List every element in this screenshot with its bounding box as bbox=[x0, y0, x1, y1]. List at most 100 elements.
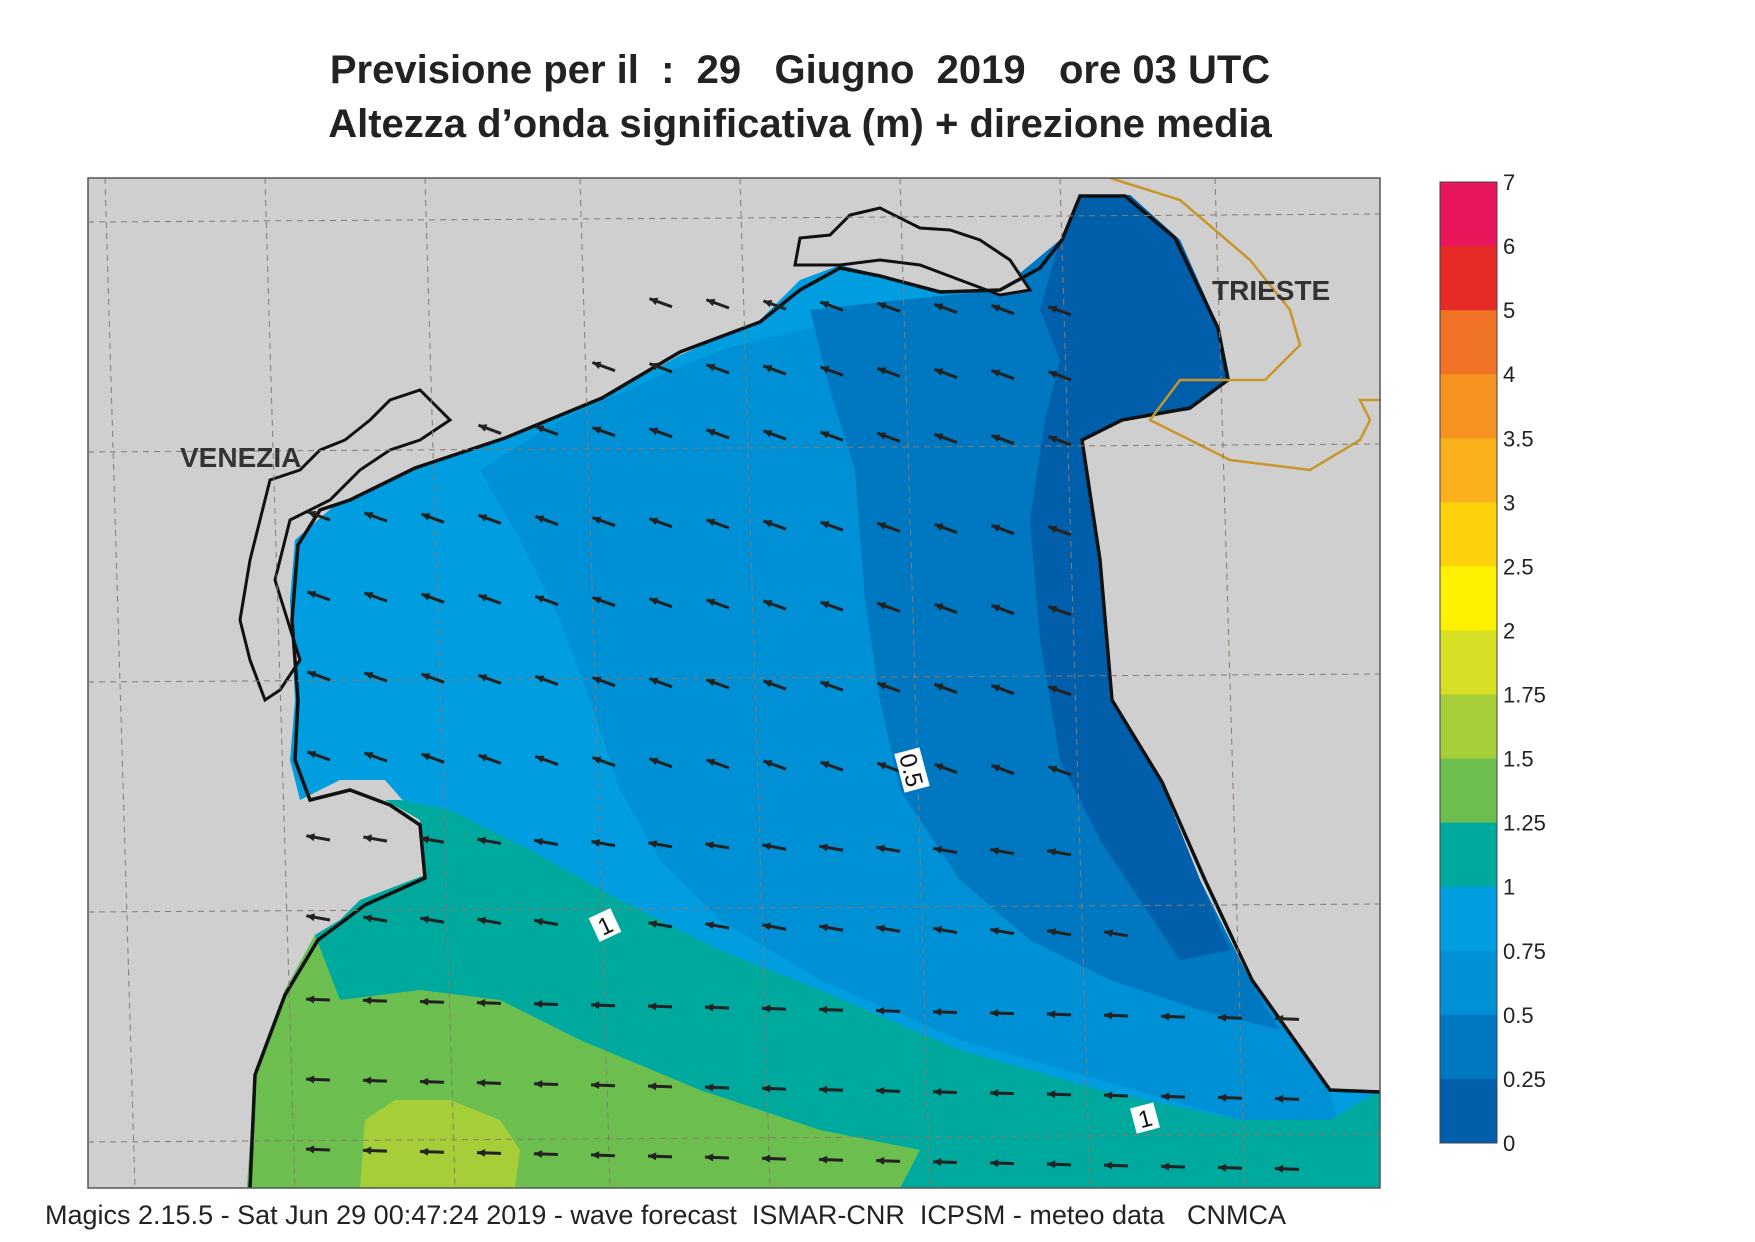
wave-direction-arrowhead bbox=[1218, 1163, 1227, 1172]
wave-direction-arrowhead bbox=[705, 841, 715, 850]
contour-label-box bbox=[894, 747, 930, 793]
legend-frame bbox=[1439, 181, 1498, 1144]
legend-tick-label: 7 bbox=[1503, 170, 1515, 195]
wave-direction-arrowhead bbox=[934, 763, 944, 771]
wave-direction-arrowhead bbox=[535, 755, 545, 763]
wave-direction-arrowhead bbox=[990, 927, 1000, 935]
wave-direction-arrowhead bbox=[477, 836, 487, 845]
sea-band-15-175 bbox=[360, 1100, 520, 1188]
wave-direction-arrowhead bbox=[420, 1077, 429, 1086]
wave-direction-arrowhead bbox=[592, 756, 602, 764]
wave-direction-arrowhead bbox=[876, 1156, 885, 1165]
wave-direction-arrowhead bbox=[1047, 928, 1057, 936]
wave-direction-arrowhead bbox=[478, 754, 488, 762]
legend-tick-label: 0.5 bbox=[1503, 1003, 1534, 1028]
wave-direction-arrowhead bbox=[592, 361, 602, 369]
wave-direction-arrowhead bbox=[420, 835, 430, 844]
map-frame bbox=[87, 177, 1381, 1189]
map-subtitle: Altezza d’onda significativa (m) + direz… bbox=[328, 102, 1272, 146]
wave-direction-arrowhead bbox=[592, 676, 602, 684]
wave-direction-arrowhead bbox=[420, 915, 430, 924]
wave-direction-arrowhead bbox=[820, 521, 830, 529]
wave-direction-arrowhead bbox=[534, 917, 544, 926]
wave-direction-arrowhead bbox=[477, 1148, 486, 1157]
legend-swatch bbox=[1440, 310, 1497, 375]
wave-direction-arrowhead bbox=[306, 1145, 315, 1154]
graticule-meridian bbox=[424, 177, 456, 1189]
graticule-meridian bbox=[739, 177, 771, 1189]
wave-direction-arrowhead bbox=[763, 520, 773, 528]
wave-direction-arrowhead bbox=[762, 922, 772, 931]
wave-direction-arrowhead bbox=[306, 833, 316, 842]
wave-direction-arrowhead bbox=[877, 367, 887, 375]
wave-direction-arrowhead bbox=[763, 300, 773, 308]
wave-direction-arrowhead bbox=[648, 1152, 657, 1161]
wave-direction-arrowhead bbox=[991, 304, 1001, 312]
wave-direction-arrowhead bbox=[420, 997, 429, 1006]
wave-direction-arrowhead bbox=[363, 834, 373, 843]
legend-tick-label: 3.5 bbox=[1503, 426, 1534, 451]
legend-tick-label: 1.25 bbox=[1503, 811, 1546, 836]
legend-swatch bbox=[1440, 1078, 1497, 1144]
wave-direction-arrowhead bbox=[648, 1082, 657, 1091]
wave-direction-arrowhead bbox=[991, 369, 1001, 377]
wave-direction-arrowhead bbox=[363, 996, 372, 1005]
wave-direction-arrowhead bbox=[706, 758, 716, 767]
wave-direction-arrowhead bbox=[649, 677, 659, 686]
wave-direction-arrowhead bbox=[706, 428, 716, 437]
wave-direction-arrowhead bbox=[934, 523, 944, 531]
wave-direction-arrowhead bbox=[307, 510, 317, 519]
wave-direction-arrowhead bbox=[819, 1155, 828, 1164]
wave-direction-arrowhead bbox=[534, 1080, 543, 1088]
wave-direction-arrowhead bbox=[763, 430, 773, 438]
wave-direction-arrowhead bbox=[649, 757, 659, 766]
wave-direction-arrowhead bbox=[819, 923, 829, 932]
wave-direction-arrowhead bbox=[421, 753, 431, 761]
legend-tick-label: 1.75 bbox=[1503, 683, 1546, 708]
legend-swatch bbox=[1440, 950, 1497, 1016]
wave-direction-arrowhead bbox=[877, 302, 887, 310]
wave-direction-arrowhead bbox=[535, 515, 545, 523]
wave-direction-arrowhead bbox=[705, 921, 715, 930]
legend-swatch bbox=[1440, 502, 1497, 567]
wave-direction-arrowhead bbox=[876, 844, 886, 853]
wave-direction-arrowhead bbox=[706, 678, 716, 687]
legend-tick-label: 0.25 bbox=[1503, 1067, 1546, 1092]
wave-direction-arrowhead bbox=[990, 1009, 999, 1018]
wave-direction-arrowhead bbox=[991, 764, 1001, 772]
wave-direction-arrowhead bbox=[535, 675, 545, 683]
wave-direction-arrowhead bbox=[364, 672, 374, 680]
wave-direction-arrowhead bbox=[990, 1159, 999, 1168]
wave-direction-arrowhead bbox=[535, 425, 545, 433]
wave-direction-arrowhead bbox=[933, 1158, 942, 1166]
wave-direction-arrowhead bbox=[934, 683, 944, 691]
wave-direction-arrowhead bbox=[535, 595, 545, 603]
wave-direction-arrowhead bbox=[933, 1008, 942, 1016]
wave-direction-arrowhead bbox=[762, 842, 772, 851]
graticule-meridian bbox=[264, 177, 296, 1189]
national-border bbox=[1109, 178, 1380, 472]
wave-direction-arrowhead bbox=[648, 920, 658, 928]
wave-direction-arrowhead bbox=[1047, 1090, 1056, 1099]
wave-direction-arrowhead bbox=[1047, 1160, 1056, 1169]
legend-tick-label: 2.5 bbox=[1503, 554, 1534, 579]
wave-direction-arrowhead bbox=[421, 673, 431, 681]
wave-direction-arrowhead bbox=[477, 1078, 486, 1087]
wave-direction-arrowhead bbox=[421, 593, 431, 601]
wave-direction-arrowhead bbox=[1275, 1014, 1284, 1023]
graticule-meridian bbox=[579, 177, 611, 1189]
land-venice-lagoon bbox=[238, 388, 453, 703]
legend-swatch bbox=[1440, 1014, 1497, 1080]
graticule-meridian bbox=[1059, 177, 1091, 1189]
wave-direction-arrowhead bbox=[877, 432, 887, 440]
legend-swatch bbox=[1440, 438, 1497, 503]
map-title: Previsione per il : 29 Giugno 2019 ore 0… bbox=[329, 48, 1271, 92]
wave-direction-arrowhead bbox=[364, 592, 374, 600]
contour-label-box bbox=[1130, 1102, 1160, 1134]
wave-direction-arrowhead bbox=[477, 998, 486, 1007]
legend-swatch bbox=[1440, 886, 1497, 952]
wave-direction-arrowhead bbox=[991, 604, 1001, 612]
wave-direction-arrowhead bbox=[1048, 685, 1058, 694]
wave-direction-arrowhead bbox=[364, 752, 374, 760]
